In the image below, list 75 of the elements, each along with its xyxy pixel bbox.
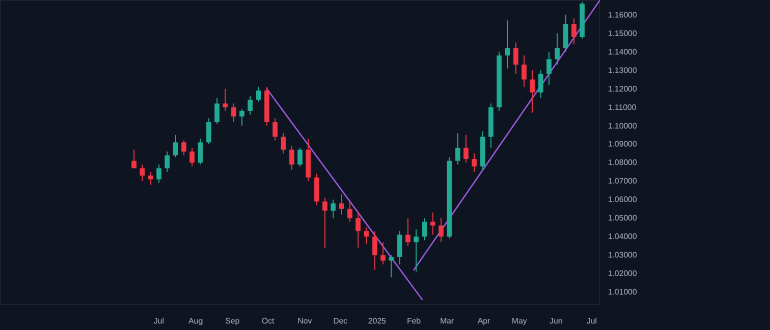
x-tick-label: Jul	[154, 316, 164, 326]
candlestick	[347, 200, 352, 222]
x-tick-label: Mar	[440, 316, 454, 326]
candlestick	[380, 242, 386, 265]
candlestick	[181, 140, 186, 156]
candlestick	[239, 108, 244, 126]
y-tick-label: 1.16000	[608, 10, 638, 20]
y-tick-label: 1.12000	[608, 84, 638, 94]
y-tick-label: 1.01000	[608, 288, 638, 297]
candlestick	[231, 103, 236, 122]
x-tick-label: May	[512, 316, 527, 326]
candlestick	[214, 97, 220, 124]
x-tick-label: Sep	[225, 316, 240, 326]
y-tick-label: 1.11000	[608, 102, 637, 112]
y-tick-label: 1.03000	[608, 250, 638, 260]
y-tick-label: 1.10000	[608, 121, 638, 130]
candlestick	[422, 218, 428, 241]
candlestick	[272, 118, 278, 141]
candlestick	[364, 226, 369, 244]
candlestick	[505, 20, 510, 69]
x-tick-label: Jun	[550, 316, 563, 326]
candlestick	[140, 164, 145, 182]
x-tick-label: Aug	[188, 316, 203, 326]
x-tick-label: Nov	[298, 316, 312, 326]
y-tick-label: 1.08000	[608, 158, 638, 168]
candlestick	[438, 218, 444, 243]
candlestick	[339, 194, 344, 215]
x-tick-label: 2025	[368, 316, 387, 326]
candlestick	[256, 86, 261, 102]
candlestick	[198, 138, 203, 166]
x-tick-label: Feb	[406, 316, 422, 326]
candlestick	[414, 228, 419, 272]
candlestick	[571, 18, 576, 45]
x-tick-label: Apr	[478, 316, 490, 326]
candlestick	[131, 149, 136, 169]
candlestick	[206, 118, 212, 145]
candlestick	[388, 254, 394, 278]
candlestick	[356, 212, 361, 248]
candlestick	[430, 212, 436, 236]
y-tick-label: 1.09000	[608, 140, 638, 149]
candlestick	[280, 132, 286, 154]
candlestick	[222, 88, 228, 112]
candlestick	[372, 230, 378, 270]
candlestick	[156, 164, 162, 184]
candlestick	[298, 147, 302, 167]
candlestick	[397, 230, 402, 265]
y-tick-label: 1.04000	[608, 232, 638, 242]
y-tick-label: 1.15000	[608, 28, 638, 38]
x-tick-label: Jul	[586, 316, 598, 326]
y-tick-label: 1.06000	[608, 195, 638, 204]
candlestick	[538, 70, 544, 98]
y-tick-label: 1.02000	[608, 269, 638, 278]
y-tick-label: 1.13000	[608, 66, 638, 75]
y-tick-label: 1.05000	[608, 214, 638, 223]
y-tick-label: 1.14000	[608, 47, 638, 56]
candlestick	[554, 32, 560, 66]
candlestick	[164, 151, 170, 172]
candlestick	[248, 96, 253, 116]
candlestick	[330, 199, 336, 219]
candlestick	[513, 42, 518, 74]
candlestick	[546, 51, 552, 86]
candlestick	[464, 134, 469, 164]
candlestick	[172, 134, 178, 158]
candlestick	[322, 197, 328, 248]
x-tick-label: Oct	[262, 316, 275, 326]
candlestick	[522, 54, 527, 88]
candlestick	[289, 146, 294, 171]
candlestick	[472, 152, 477, 172]
x-tick-label: Dec	[333, 316, 348, 326]
candlestick	[405, 218, 410, 246]
candlestick	[190, 147, 195, 167]
candlestick	[148, 171, 154, 186]
candlestick	[530, 70, 535, 114]
candlestick	[455, 132, 460, 166]
y-tick-label: 1.07000	[608, 176, 638, 186]
